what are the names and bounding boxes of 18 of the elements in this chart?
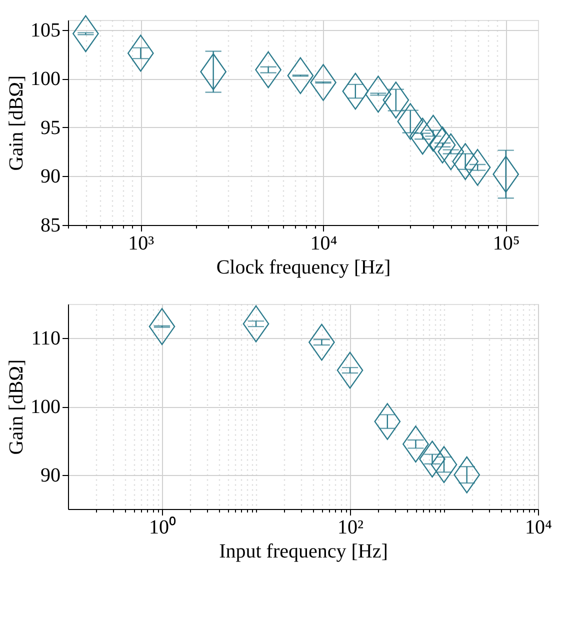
x-tick-label: 10⁴ [525,516,552,538]
y-axis-title: Gain [dBΩ] [6,359,28,455]
x-axis-title: Input frequency [Hz] [219,540,388,562]
y-tick-label: 110 [31,328,60,350]
x-tick-label: 10⁰ [149,516,176,538]
y-tick-label: 90 [40,166,60,188]
y-tick-label: 85 [40,214,60,236]
x-tick-label: 10³ [128,232,154,254]
x-tick-label: 10⁴ [310,232,338,254]
y-tick-label: 90 [40,464,60,486]
x-tick-label: 10² [338,516,364,538]
x-tick-label: 10⁵ [492,232,520,254]
y-tick-label: 100 [30,396,60,418]
y-tick-label: 100 [30,68,60,90]
y-tick-label: 95 [40,116,60,139]
y-tick-label: 105 [30,19,60,42]
y-axis-title: Gain [dBΩ] [6,75,28,171]
x-axis-title: Clock frequency [Hz] [216,256,391,278]
